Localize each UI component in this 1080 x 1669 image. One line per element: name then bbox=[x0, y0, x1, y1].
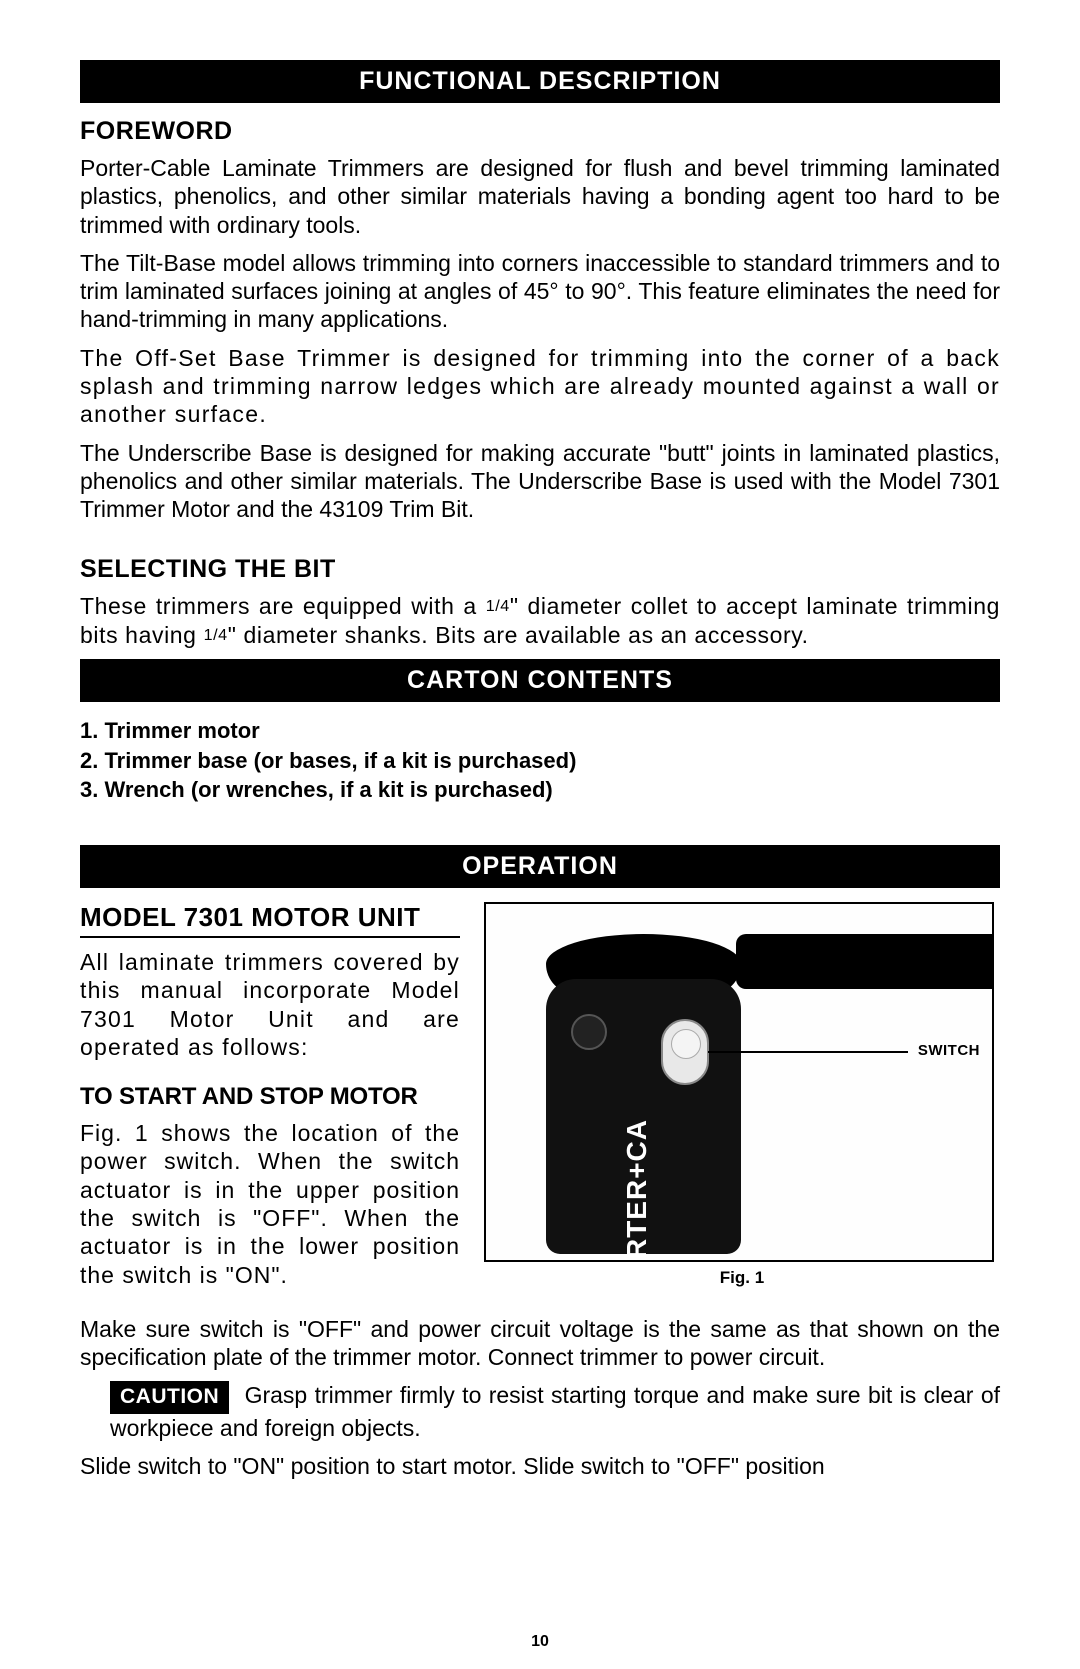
operation-figure-col: SWITCH PORTER+CA Fig. 1 bbox=[484, 902, 1000, 1299]
motor-logo-circle bbox=[571, 1014, 607, 1050]
section-header-operation: OPERATION bbox=[80, 845, 1000, 888]
caution-text: Grasp trimmer firmly to resist starting … bbox=[110, 1382, 1000, 1440]
model-unit-p1: All laminate trimmers covered by this ma… bbox=[80, 948, 460, 1061]
foreword-p4: The Underscribe Base is designed for mak… bbox=[80, 439, 1000, 524]
model-unit-heading: MODEL 7301 MOTOR UNIT bbox=[80, 902, 460, 938]
motor-cord-shape bbox=[736, 934, 994, 989]
frac-1: 1/4 bbox=[486, 597, 510, 615]
foreword-p3: The Off-Set Base Trimmer is designed for… bbox=[80, 344, 1000, 429]
operation-two-col: MODEL 7301 MOTOR UNIT All laminate trimm… bbox=[80, 902, 1000, 1299]
sel-post: " diameter shanks. Bits are available as… bbox=[228, 622, 809, 648]
start-stop-heading: TO START AND STOP MOTOR bbox=[80, 1083, 460, 1111]
frac-2: 1/4 bbox=[204, 625, 228, 643]
foreword-heading: FOREWORD bbox=[80, 117, 1000, 146]
figure-1-caption: Fig. 1 bbox=[484, 1268, 1000, 1288]
switch-leader-line bbox=[708, 1051, 908, 1053]
carton-list: 1. Trimmer motor 2. Trimmer base (or bas… bbox=[80, 716, 1000, 805]
foreword-p2: The Tilt-Base model allows trimming into… bbox=[80, 249, 1000, 334]
page-number: 10 bbox=[0, 1633, 1080, 1651]
start-stop-p1: Fig. 1 shows the location of the power s… bbox=[80, 1119, 460, 1289]
selecting-bit-p: These trimmers are equipped with a 1/4" … bbox=[80, 592, 1000, 649]
operation-text-col: MODEL 7301 MOTOR UNIT All laminate trimm… bbox=[80, 902, 460, 1299]
carton-item-3: 3. Wrench (or wrenches, if a kit is purc… bbox=[80, 775, 1000, 805]
carton-item-1: 1. Trimmer motor bbox=[80, 716, 1000, 746]
selecting-bit-heading: SELECTING THE BIT bbox=[80, 555, 1000, 584]
section-header-functional: FUNCTIONAL DESCRIPTION bbox=[80, 60, 1000, 103]
caution-label: CAUTION bbox=[110, 1381, 229, 1413]
foreword-p1: Porter-Cable Laminate Trimmers are desig… bbox=[80, 154, 1000, 239]
motor-switch-shape bbox=[661, 1019, 709, 1085]
figure-1-box: SWITCH PORTER+CA bbox=[484, 902, 994, 1262]
section-header-carton: CARTON CONTENTS bbox=[80, 659, 1000, 702]
last-p: Slide switch to "ON" position to start m… bbox=[80, 1452, 1000, 1480]
switch-label: SWITCH bbox=[918, 1042, 980, 1059]
carton-item-2: 2. Trimmer base (or bases, if a kit is p… bbox=[80, 746, 1000, 776]
caution-block: CAUTION Grasp trimmer firmly to resist s… bbox=[110, 1381, 1000, 1442]
brand-text: PORTER+CA bbox=[621, 1119, 653, 1262]
after-fig-p: Make sure switch is "OFF" and power circ… bbox=[80, 1315, 1000, 1372]
sel-pre: These trimmers are equipped with a bbox=[80, 593, 486, 619]
